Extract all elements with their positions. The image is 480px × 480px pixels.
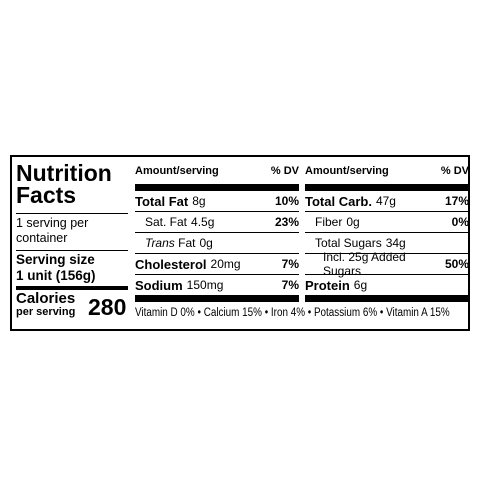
row-dv: 50% <box>444 257 469 271</box>
bar <box>305 184 469 191</box>
header-amount: Amount/serving <box>135 165 219 177</box>
row-amount: 34g <box>385 236 406 250</box>
row-label: Incl. 25g Added Sugars <box>323 250 406 278</box>
row-label: Cholesterol <box>135 256 207 272</box>
calories-sub: per serving <box>16 306 76 318</box>
row-amount: 6g <box>353 278 368 292</box>
row: Sat. Fat 4.5g 23% <box>135 212 299 233</box>
serving-size: 1 unit (156g) <box>16 268 96 283</box>
servings: 1 serving per container <box>16 216 89 245</box>
row-label: Total Carb. <box>305 193 372 209</box>
header-dv: % DV <box>270 165 299 177</box>
calories-label: Calories <box>16 290 76 307</box>
row-dv: 7% <box>281 278 299 292</box>
row-dv: 10% <box>274 194 299 208</box>
vitamins: Vitamin D 0% • Calcium 15% • Iron 4% • P… <box>135 307 450 319</box>
divider-thick <box>16 286 128 290</box>
serving-size-label: Serving size <box>16 252 95 267</box>
row-amount: 150mg <box>186 278 224 292</box>
column: Amount/serving % DV Total Carb. 47g 17% Fib… <box>305 165 469 302</box>
bar <box>135 184 299 191</box>
column: Amount/serving % DV Total Fat 8g 10% Sat. F… <box>135 165 299 302</box>
header-dv: % DV <box>440 165 469 177</box>
row-amount: 8g <box>192 194 206 208</box>
calories: 280 <box>88 294 127 320</box>
row-label: Total Sugars <box>315 236 382 250</box>
row-amount: 4.5g <box>191 215 215 229</box>
row-amount: 0g <box>346 215 360 229</box>
divider <box>16 213 128 214</box>
row-label: Sat. Fat <box>145 215 188 229</box>
row: Total Fat 8g 10% <box>135 191 299 212</box>
row-label: Fiber <box>315 215 343 229</box>
row-dv: 17% <box>444 194 469 208</box>
row: Sodium 150mg 7% <box>135 275 299 296</box>
bar <box>135 296 299 302</box>
row: Cholesterol 20mg 7% <box>135 254 299 275</box>
row-amount: 47g <box>375 194 396 208</box>
row-dv: 7% <box>281 257 299 271</box>
row: Trans Fat 0g <box>135 233 299 254</box>
row-dv: 0% <box>451 215 469 229</box>
row-label: Fat <box>178 236 196 250</box>
nutrition-label: Nutrition Facts 1 serving per container … <box>10 155 470 331</box>
title: Nutrition Facts <box>16 160 112 208</box>
divider <box>16 250 128 251</box>
header-amount: Amount/serving <box>305 165 389 177</box>
row-label: Protein <box>305 277 350 293</box>
row: Fiber 0g 0% <box>305 212 469 233</box>
row: Total Sugars 34g <box>305 233 469 254</box>
row-label-italic: Trans <box>145 236 175 250</box>
row: Total Carb. 47g 17% <box>305 191 469 212</box>
row: Incl. 25g Added Sugars 50% <box>305 250 469 278</box>
header: Amount/serving % DV <box>305 165 469 182</box>
row-label: Sodium <box>135 277 183 293</box>
row-amount: 0g <box>199 236 213 250</box>
row-amount: 20mg <box>210 257 241 271</box>
row: Protein 6g <box>305 275 469 296</box>
row-label: Total Fat <box>135 193 189 209</box>
row-dv: 23% <box>274 215 299 229</box>
header: Amount/serving % DV <box>135 165 299 182</box>
bar <box>305 296 469 302</box>
